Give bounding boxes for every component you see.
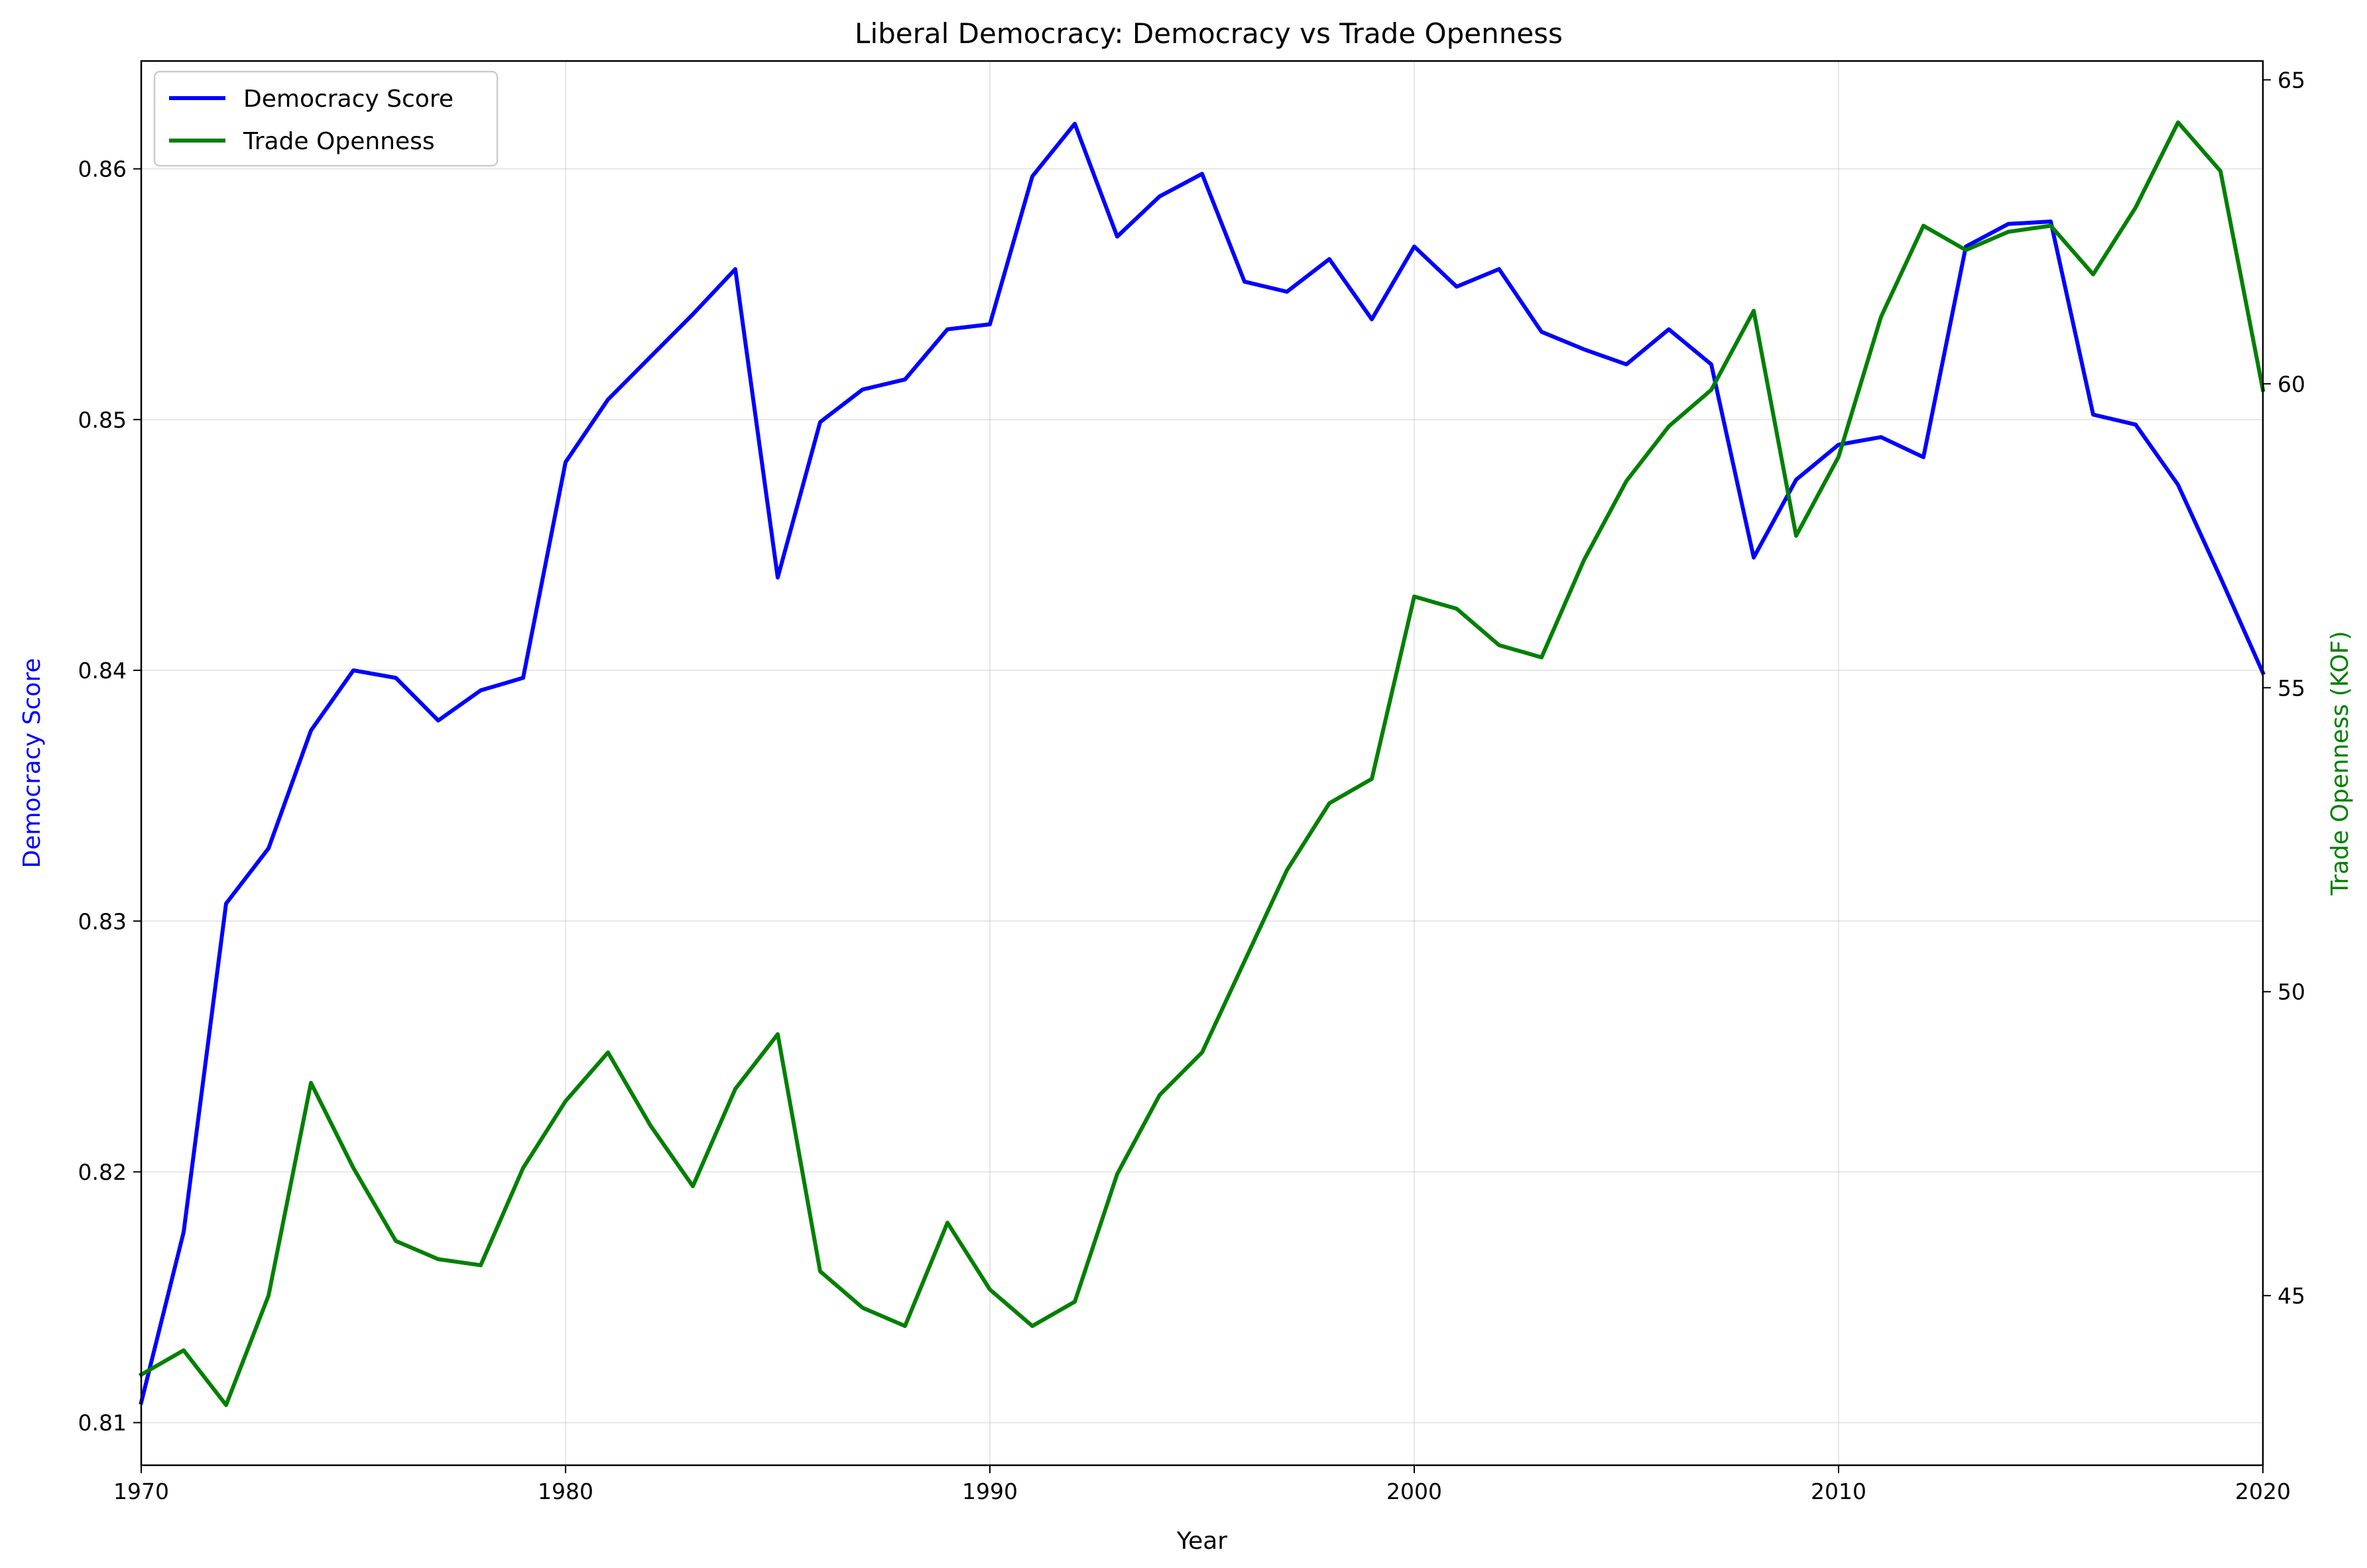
x-axis: 1970 1980 1990 2000 2010 2020 [113,1465,2291,1504]
legend-box [153,70,499,167]
x-tick-label: 2010 [1811,1478,1866,1504]
left-y-tick-label: 0.84 [78,658,127,684]
left-y-tick-label: 0.82 [78,1159,127,1185]
plot-frame [140,60,2264,1467]
legend: Democracy Score Trade Openness [153,70,499,167]
left-y-axis-label: Democracy Score [19,658,46,869]
left-y-tick-label: 0.85 [78,407,127,433]
left-y-tick-label: 0.81 [78,1410,127,1436]
right-y-tick-label: 45 [2277,1283,2305,1309]
legend-label-democracy-score: Democracy Score [243,86,454,113]
left-y-tick-label: 0.86 [78,156,127,182]
right-y-axis: 45 50 55 60 65 [2263,67,2305,1309]
x-tick-label: 1990 [962,1478,1018,1504]
left-y-axis: 0.81 0.82 0.83 0.84 0.85 0.86 [78,156,141,1436]
x-axis-label: Year [1176,1528,1227,1555]
series-line-democracy-score [139,121,2266,1406]
x-tick-label: 2000 [1386,1478,1442,1504]
right-y-tick-label: 50 [2277,979,2305,1005]
right-y-tick-label: 60 [2277,371,2305,397]
legend-label-trade-openness: Trade Openness [243,128,435,155]
left-y-tick-label: 0.83 [78,908,127,934]
right-y-tick-label: 65 [2277,67,2305,93]
series-line-trade-openness [138,120,2266,1408]
x-tick-label: 2020 [2235,1478,2291,1504]
series-layer [138,120,2266,1408]
x-tick-label: 1980 [538,1478,593,1504]
chart-title: Liberal Democracy: Democracy vs Trade Op… [855,17,1563,50]
right-y-tick-label: 55 [2277,675,2305,701]
x-tick-label: 1970 [113,1478,169,1504]
right-y-axis-label: Trade Openness (KOF) [2327,631,2354,896]
